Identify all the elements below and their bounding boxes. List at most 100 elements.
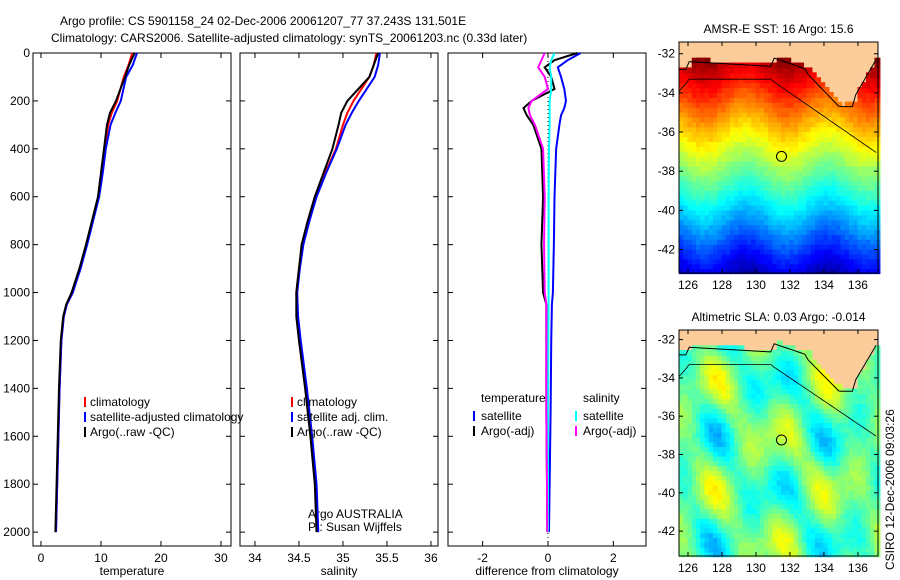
map-cell bbox=[695, 493, 702, 500]
map-cell bbox=[870, 450, 877, 457]
map-cell bbox=[704, 180, 711, 187]
map-x-tick-label: 126 bbox=[678, 561, 698, 575]
map-cell bbox=[768, 421, 775, 428]
map-cell bbox=[810, 412, 817, 419]
map-cell bbox=[695, 106, 702, 113]
map-cell bbox=[751, 126, 758, 133]
map-cell bbox=[836, 175, 843, 182]
map-cell bbox=[857, 527, 864, 534]
map-cell bbox=[738, 258, 745, 265]
map-cell bbox=[734, 233, 741, 240]
map-cell bbox=[776, 204, 783, 211]
map-cell bbox=[797, 484, 804, 491]
map-cell bbox=[827, 479, 834, 486]
map-cell bbox=[725, 503, 732, 510]
map-cell bbox=[683, 253, 690, 260]
map-cell bbox=[717, 383, 724, 390]
map-cell bbox=[844, 441, 851, 448]
map-cell bbox=[729, 87, 736, 94]
map-cell bbox=[840, 116, 847, 123]
map-cell bbox=[831, 268, 838, 275]
map-cell bbox=[708, 199, 715, 206]
map-cell bbox=[836, 233, 843, 240]
map-cell bbox=[874, 407, 881, 414]
map-cell bbox=[721, 209, 728, 216]
map-cell bbox=[712, 214, 719, 221]
map-cell bbox=[734, 263, 741, 270]
series-line-argo-raw-qc- bbox=[54, 52, 136, 533]
map-cell bbox=[721, 354, 728, 361]
map-cell bbox=[806, 407, 813, 414]
map-cell bbox=[746, 551, 753, 558]
map-cell bbox=[831, 474, 838, 481]
map-cell bbox=[691, 101, 698, 108]
map-cell bbox=[755, 369, 762, 376]
map-cell bbox=[683, 233, 690, 240]
map-cell bbox=[844, 140, 851, 147]
map-cell bbox=[776, 180, 783, 187]
y-tick-label: 1600 bbox=[3, 429, 30, 443]
map-cell bbox=[700, 253, 707, 260]
map-cell bbox=[725, 469, 732, 476]
map-cell bbox=[844, 111, 851, 118]
map-cell bbox=[742, 503, 749, 510]
map-cell bbox=[793, 445, 800, 452]
map-cell bbox=[717, 243, 724, 250]
map-cell bbox=[751, 532, 758, 539]
map-cell bbox=[810, 116, 817, 123]
map-cell bbox=[721, 121, 728, 128]
map-cell bbox=[806, 436, 813, 443]
map-cell bbox=[742, 219, 749, 226]
map-cell bbox=[793, 388, 800, 395]
map-cell bbox=[802, 450, 809, 457]
map-cell bbox=[810, 441, 817, 448]
map-cell bbox=[802, 541, 809, 548]
map-cell bbox=[679, 233, 685, 240]
map-cell bbox=[721, 512, 728, 519]
map-cell bbox=[870, 508, 877, 515]
map-cell bbox=[806, 184, 813, 191]
map-cell bbox=[814, 219, 821, 226]
map-cell bbox=[768, 522, 775, 529]
map-cell bbox=[759, 546, 766, 553]
map-cell bbox=[712, 184, 719, 191]
map-cell bbox=[763, 150, 770, 157]
map-cell bbox=[819, 460, 826, 467]
map-cell bbox=[853, 402, 860, 409]
map-cell bbox=[712, 455, 719, 462]
map-cell bbox=[797, 199, 804, 206]
map-cell bbox=[827, 233, 834, 240]
map-cell bbox=[742, 194, 749, 201]
map-cell bbox=[712, 194, 719, 201]
map-cell bbox=[768, 541, 775, 548]
map-cell bbox=[712, 96, 719, 103]
map-cell bbox=[857, 522, 864, 529]
map-cell bbox=[827, 421, 834, 428]
legend-label: Argo(-adj) bbox=[481, 424, 534, 438]
map-cell bbox=[814, 455, 821, 462]
map-cell bbox=[725, 512, 732, 519]
map-cell bbox=[729, 397, 736, 404]
map-cell bbox=[772, 460, 779, 467]
map-cell bbox=[759, 126, 766, 133]
map-cell bbox=[734, 484, 741, 491]
map-cell bbox=[734, 170, 741, 177]
map-cell bbox=[797, 474, 804, 481]
map-cell bbox=[831, 412, 838, 419]
map-cell bbox=[687, 450, 694, 457]
map-cell bbox=[717, 258, 724, 265]
map-x-tick-label: 126 bbox=[678, 278, 698, 292]
map-cell bbox=[802, 248, 809, 255]
x-axis-label: difference from climatology bbox=[475, 564, 618, 578]
map-cell bbox=[759, 72, 766, 79]
map-cell bbox=[806, 204, 813, 211]
map-cell bbox=[717, 498, 724, 505]
map-cell bbox=[691, 460, 698, 467]
map-cell bbox=[874, 508, 881, 515]
map-cell bbox=[755, 67, 762, 74]
map-cell bbox=[836, 165, 843, 172]
map-cell bbox=[844, 258, 851, 265]
map-cell bbox=[814, 258, 821, 265]
map-cell bbox=[751, 204, 758, 211]
map-cell bbox=[865, 417, 872, 424]
